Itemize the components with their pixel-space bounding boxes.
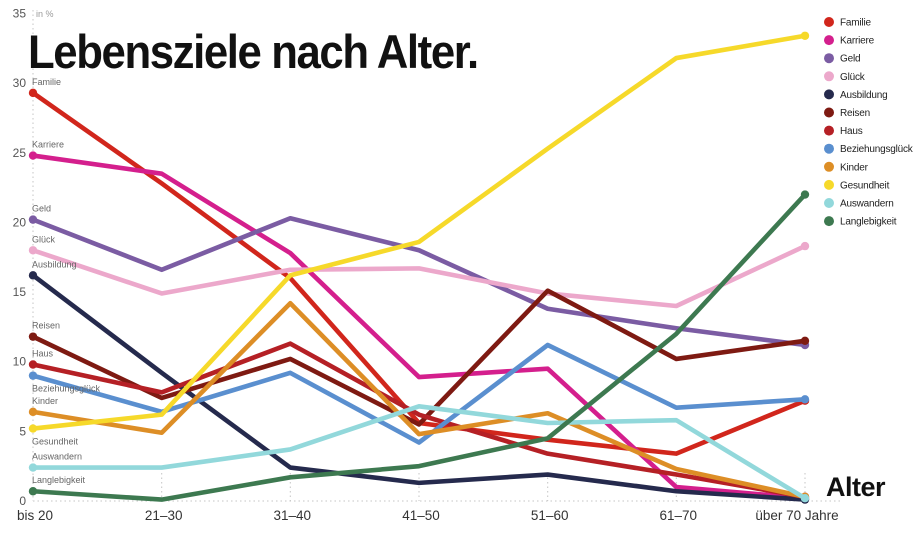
y-tick-label: 0 xyxy=(19,494,26,508)
y-tick-label: 30 xyxy=(13,76,27,90)
x-tick-label: 41–50 xyxy=(402,508,440,523)
x-tick-label: bis 20 xyxy=(17,508,53,523)
legend-label-Gesundheit: Gesundheit xyxy=(840,180,890,191)
x-tick-label: 21–30 xyxy=(145,508,183,523)
series-start-dot-Gesundheit xyxy=(28,424,38,433)
series-line-Langlebigkeit xyxy=(30,192,808,502)
series-line-Reisen xyxy=(30,288,808,427)
series-line-Familie xyxy=(30,90,808,456)
series-start-dot-Ausbildung xyxy=(28,271,38,280)
series-start-dot-Langlebigkeit xyxy=(28,487,38,496)
series-line-Haus xyxy=(30,341,808,500)
series-start-dot-Kinder xyxy=(28,407,38,417)
series-start-label-Langlebigkeit: Langlebigkeit xyxy=(32,475,86,485)
legend-swatch-Beziehungsglück xyxy=(824,143,834,154)
series-line-Geld xyxy=(30,215,808,348)
series-start-dot-Glück xyxy=(28,246,38,255)
legend-swatch-Karriere xyxy=(824,35,834,46)
legend-label-Ausbildung: Ausbildung xyxy=(840,90,887,101)
series-start-label-Haus: Haus xyxy=(32,348,54,358)
y-axis-unit-label: in % xyxy=(36,9,54,19)
series-start-label-Beziehungsglück: Beziehungsglück xyxy=(32,384,101,394)
y-tick-label: 15 xyxy=(13,285,27,299)
legend-label-Geld: Geld xyxy=(840,54,860,65)
series-start-label-Gesundheit: Gesundheit xyxy=(32,437,79,447)
series-line-Auswandern xyxy=(30,403,808,501)
x-tick-label: 61–70 xyxy=(660,508,698,523)
series-end-dot-Langlebigkeit xyxy=(800,190,810,199)
series-line-Kinder xyxy=(30,300,808,500)
series-start-dot-Haus xyxy=(28,360,38,369)
legend-swatch-Reisen xyxy=(824,107,834,118)
series-start-label-Glück: Glück xyxy=(32,234,56,244)
series-start-dot-Geld xyxy=(28,215,38,224)
series-end-dot-Glück xyxy=(800,241,810,251)
legend-label-Familie: Familie xyxy=(840,18,871,29)
y-tick-label: 5 xyxy=(19,424,26,438)
legend-swatch-Haus xyxy=(824,125,834,136)
series-start-label-Geld: Geld xyxy=(32,204,51,214)
series-start-label-Ausbildung: Ausbildung xyxy=(32,259,77,269)
series-start-dot-Reisen xyxy=(28,332,38,341)
y-tick-label: 20 xyxy=(13,215,27,229)
x-tick-label: 51–60 xyxy=(531,508,569,523)
legend-swatch-Ausbildung xyxy=(824,89,834,100)
x-tick-label: über 70 Jahre xyxy=(755,508,838,523)
page-title: Lebensziele nach Alter. xyxy=(28,25,479,78)
y-tick-label: 10 xyxy=(13,355,27,369)
legend-swatch-Langlebigkeit xyxy=(824,216,834,227)
series-start-dot-Beziehungsglück xyxy=(28,371,38,380)
legend-swatch-Geld xyxy=(824,53,834,64)
series-start-dot-Auswandern xyxy=(28,463,38,472)
series-start-label-Kinder: Kinder xyxy=(32,396,58,406)
series-line-Karriere xyxy=(30,153,808,501)
legend-label-Haus: Haus xyxy=(840,126,863,137)
y-tick-label: 35 xyxy=(13,6,27,20)
series-end-dot-Auswandern xyxy=(800,494,810,503)
series-start-label-Reisen: Reisen xyxy=(32,321,60,331)
series-start-label-Auswandern: Auswandern xyxy=(32,452,82,462)
legend-label-Auswandern: Auswandern xyxy=(840,199,894,210)
legend-label-Beziehungsglück: Beziehungsglück xyxy=(840,144,914,155)
series-end-dot-Reisen xyxy=(800,336,810,346)
x-tick-label: 31–40 xyxy=(274,508,312,523)
series-line-Ausbildung xyxy=(30,273,808,502)
series-line-Gesundheit xyxy=(30,33,808,431)
legend-swatch-Auswandern xyxy=(824,198,834,208)
legend-swatch-Glück xyxy=(824,71,834,82)
legend-label-Kinder: Kinder xyxy=(840,162,869,173)
legend-label-Glück: Glück xyxy=(840,72,866,83)
series-line-Glück xyxy=(30,243,808,309)
series-start-label-Familie: Familie xyxy=(32,77,61,87)
x-axis-title: Alter xyxy=(825,472,886,502)
legend-swatch-Familie xyxy=(824,17,834,27)
legend-label-Langlebigkeit: Langlebigkeit xyxy=(840,217,897,228)
y-tick-label: 25 xyxy=(13,146,27,160)
series-end-dot-Beziehungsglück xyxy=(800,395,810,404)
legend-swatch-Gesundheit xyxy=(824,179,834,190)
series-start-dot-Karriere xyxy=(28,151,38,160)
series-start-dot-Familie xyxy=(28,88,38,98)
legend-swatch-Kinder xyxy=(824,161,834,172)
legend-label-Karriere: Karriere xyxy=(840,36,875,47)
legend-label-Reisen: Reisen xyxy=(840,108,870,119)
series-start-label-Karriere: Karriere xyxy=(32,140,64,150)
series-end-dot-Gesundheit xyxy=(800,31,810,40)
